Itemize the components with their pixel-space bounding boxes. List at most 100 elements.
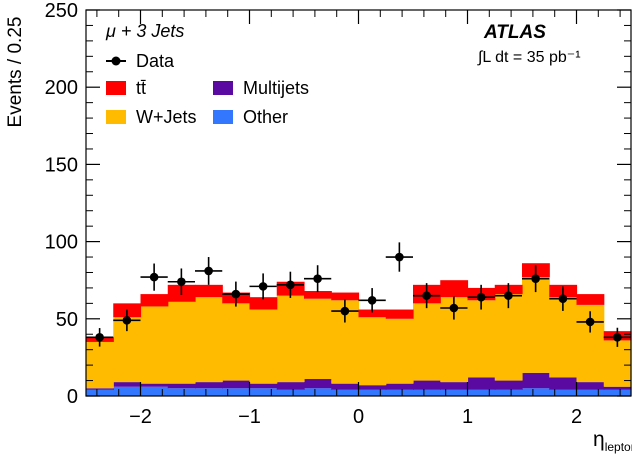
bar-multijets-bin-10 [358,385,387,390]
legend-swatch-other [213,110,233,124]
bar-other-bin-9 [331,389,360,396]
data-point-11 [395,252,404,262]
x-tick-label-2: 0 [353,406,364,428]
data-point-5 [231,289,241,299]
x-axis-label: ηlepton [593,428,632,454]
data-point-7 [286,280,295,290]
bar-other-bin-16 [522,388,550,396]
bar-w-jets-bin-11 [385,318,414,384]
bar-tt-bin-11 [385,309,414,319]
bar-other-bin-15 [494,389,523,396]
bar-tt-bin-2 [140,294,169,307]
legend-label-wjets: W+Jets [136,107,197,127]
bar-multijets-bin-2 [140,383,169,387]
y-tick-label-0: 0 [67,386,78,408]
luminosity-label: ∫L dt = 35 pb⁻¹ [477,49,581,66]
bar-other-bin-14 [467,389,496,396]
bar-other-bin-4 [195,388,223,396]
x-tick-label-0: −2 [129,406,152,428]
bar-other-bin-5 [222,388,251,396]
bar-w-jets-bin-10 [358,317,387,386]
bar-w-jets-bin-19 [603,340,632,387]
bar-w-jets-bin-12 [413,303,441,381]
bar-multijets-bin-1 [113,382,142,387]
bar-tt-bin-6 [249,297,278,310]
bar-w-jets-bin-6 [249,309,278,384]
bar-w-jets-bin-15 [494,294,523,381]
bar-other-bin-3 [167,388,196,396]
experiment-label: ATLAS [483,22,546,43]
channel-label: μ + 3 Jets [105,21,184,41]
data-point-13 [449,303,459,313]
bar-other-bin-10 [358,389,387,396]
data-points-group [86,242,631,347]
y-tick-label-3: 150 [45,154,78,176]
y-axis-label: Events / 0.25 [5,17,26,128]
data-point-9 [340,306,350,316]
bar-multijets-bin-18 [576,382,605,390]
bar-tt-bin-18 [576,294,605,305]
data-point-4 [204,266,213,276]
bar-w-jets-bin-2 [140,306,169,384]
legend-label-ttbar: tt̄ [136,78,146,98]
bar-w-jets-bin-7 [276,295,305,383]
bar-multijets-bin-8 [304,379,332,389]
y-axis: 0 50 100 150 200 250 [45,0,631,408]
x-tick-label-1: −1 [238,406,261,428]
bar-multijets-bin-13 [440,382,469,390]
bar-multijets-bin-6 [249,383,278,389]
x-tick-label-3: 1 [462,406,473,428]
bar-multijets-bin-12 [413,380,441,390]
bar-w-jets-bin-3 [167,301,196,384]
data-point-10 [367,295,377,305]
bar-multijets-bin-9 [331,383,360,390]
bar-multijets-bin-3 [167,383,196,389]
bar-w-jets-bin-4 [195,297,223,383]
y-tick-label-2: 100 [45,232,78,254]
bar-multijets-bin-17 [549,377,578,390]
x-axis-label-sub: lepton [605,440,632,454]
bar-other-bin-1 [113,386,142,396]
bar-w-jets-bin-8 [304,298,332,380]
bar-multijets-bin-5 [222,380,251,389]
bar-multijets-bin-0 [86,388,114,390]
data-point-16 [531,274,540,283]
data-point-18 [585,317,595,327]
x-tick-label-4: 2 [571,406,582,428]
bar-multijets-bin-19 [603,386,632,390]
y-tick-label-4: 200 [45,77,78,99]
bar-multijets-bin-11 [385,383,414,390]
plot-frame [85,9,632,397]
bar-other-bin-17 [549,389,578,396]
legend: Data tt̄ Multijets W+Jets Other [106,51,309,127]
y-tick-label-5: 250 [45,0,78,22]
bar-tt-bin-4 [195,284,223,298]
bar-other-bin-8 [304,388,332,396]
bar-multijets-bin-16 [522,372,550,389]
data-point-6 [258,282,268,291]
data-point-19 [613,333,622,342]
bar-w-jets-bin-5 [222,303,251,381]
bar-tt-bin-10 [358,309,387,318]
data-point-1 [122,316,132,325]
x-axis: −2 −1 0 1 2 [96,10,621,428]
data-point-3 [177,277,186,287]
bar-w-jets-bin-14 [467,300,496,378]
bar-w-jets-bin-16 [522,277,550,373]
data-point-12 [422,291,431,300]
bar-other-bin-11 [385,389,414,396]
legend-label-other: Other [243,107,288,127]
bar-multijets-bin-4 [195,382,223,389]
data-point-14 [476,292,486,302]
data-point-0 [95,333,104,342]
bar-other-bin-7 [276,389,305,396]
bar-multijets-bin-7 [276,382,305,390]
bar-other-bin-13 [440,389,469,396]
data-point-17 [558,294,568,304]
data-point-2 [149,272,159,282]
bar-other-bin-0 [86,389,114,396]
bar-other-bin-2 [140,386,169,396]
bar-other-bin-6 [249,388,278,396]
